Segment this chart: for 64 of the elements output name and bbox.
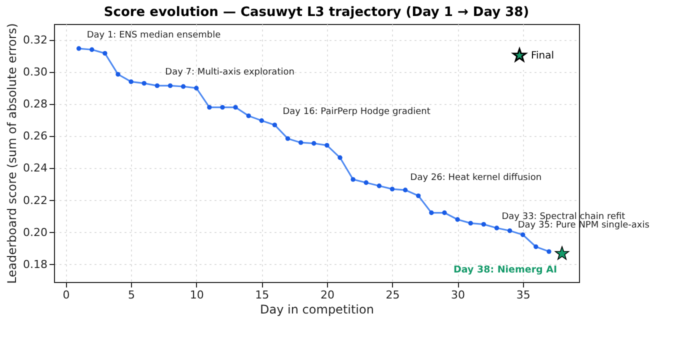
point xyxy=(520,232,526,238)
y-tick-label: 0.24 xyxy=(23,162,48,175)
annotation: Day 1: ENS median ensemble xyxy=(86,30,222,41)
y-tick-label: 0.18 xyxy=(23,258,48,271)
y-tick-label: 0.20 xyxy=(23,226,48,239)
x-tick-label: 15 xyxy=(255,288,270,302)
point xyxy=(180,84,186,89)
x-tick-label: 0 xyxy=(62,288,70,302)
point xyxy=(128,79,134,84)
point xyxy=(338,155,342,160)
point xyxy=(364,180,368,185)
y-tick-label: 0.32 xyxy=(23,34,48,47)
y-axis-title: Leaderboard score (sum of absolute errors) xyxy=(5,23,20,284)
point xyxy=(76,46,82,51)
x-tick-label: 5 xyxy=(128,288,136,302)
annotation: Day 16: PairPerp Hodge gradient xyxy=(282,106,431,117)
point xyxy=(246,113,251,118)
y-tick-label: 0.22 xyxy=(23,194,48,207)
point xyxy=(220,104,225,110)
y-tick-label: 0.26 xyxy=(23,130,48,143)
point xyxy=(376,184,382,188)
point xyxy=(534,244,538,250)
point xyxy=(429,210,434,216)
point xyxy=(507,228,512,234)
point xyxy=(494,226,500,230)
point xyxy=(468,220,473,226)
chart-title: Score evolution — Casuwyt L3 trajectory (Day 1 → Day 38) xyxy=(104,4,530,20)
point xyxy=(298,140,304,145)
y-tick-label: 0.30 xyxy=(23,66,48,79)
point xyxy=(194,86,199,90)
point xyxy=(285,136,290,141)
point xyxy=(442,210,447,216)
point xyxy=(233,104,238,110)
point xyxy=(259,118,264,123)
point xyxy=(90,47,94,52)
point xyxy=(546,249,552,254)
y-tick-label: 0.28 xyxy=(23,98,48,111)
x-tick-label: 30 xyxy=(451,288,466,302)
point xyxy=(116,72,120,77)
point xyxy=(455,217,460,222)
point xyxy=(207,104,212,110)
point xyxy=(402,188,408,192)
point xyxy=(102,50,108,56)
annotation: Day 38: Niemerg AI xyxy=(454,264,558,276)
x-tick-label: 10 xyxy=(190,288,204,302)
point xyxy=(154,83,160,88)
point xyxy=(168,83,173,88)
annotation: Day 33: Spectral chain refit xyxy=(502,212,626,222)
point xyxy=(416,193,421,198)
x-tick-label: 25 xyxy=(386,288,400,302)
legend-label: Final xyxy=(531,50,554,62)
annotation: Day 7: Multi-axis exploration xyxy=(165,68,294,78)
point xyxy=(390,186,395,192)
point xyxy=(350,177,356,182)
annotation: Day 26: Heat kernel diffusion xyxy=(410,173,542,184)
point xyxy=(481,222,486,227)
point xyxy=(312,141,316,146)
x-tick-label: 35 xyxy=(516,288,530,302)
point xyxy=(324,142,330,148)
point xyxy=(142,80,146,86)
x-axis-title: Day in competition xyxy=(260,302,374,316)
point xyxy=(272,122,278,128)
x-tick-label: 20 xyxy=(320,288,334,302)
point xyxy=(554,246,570,260)
